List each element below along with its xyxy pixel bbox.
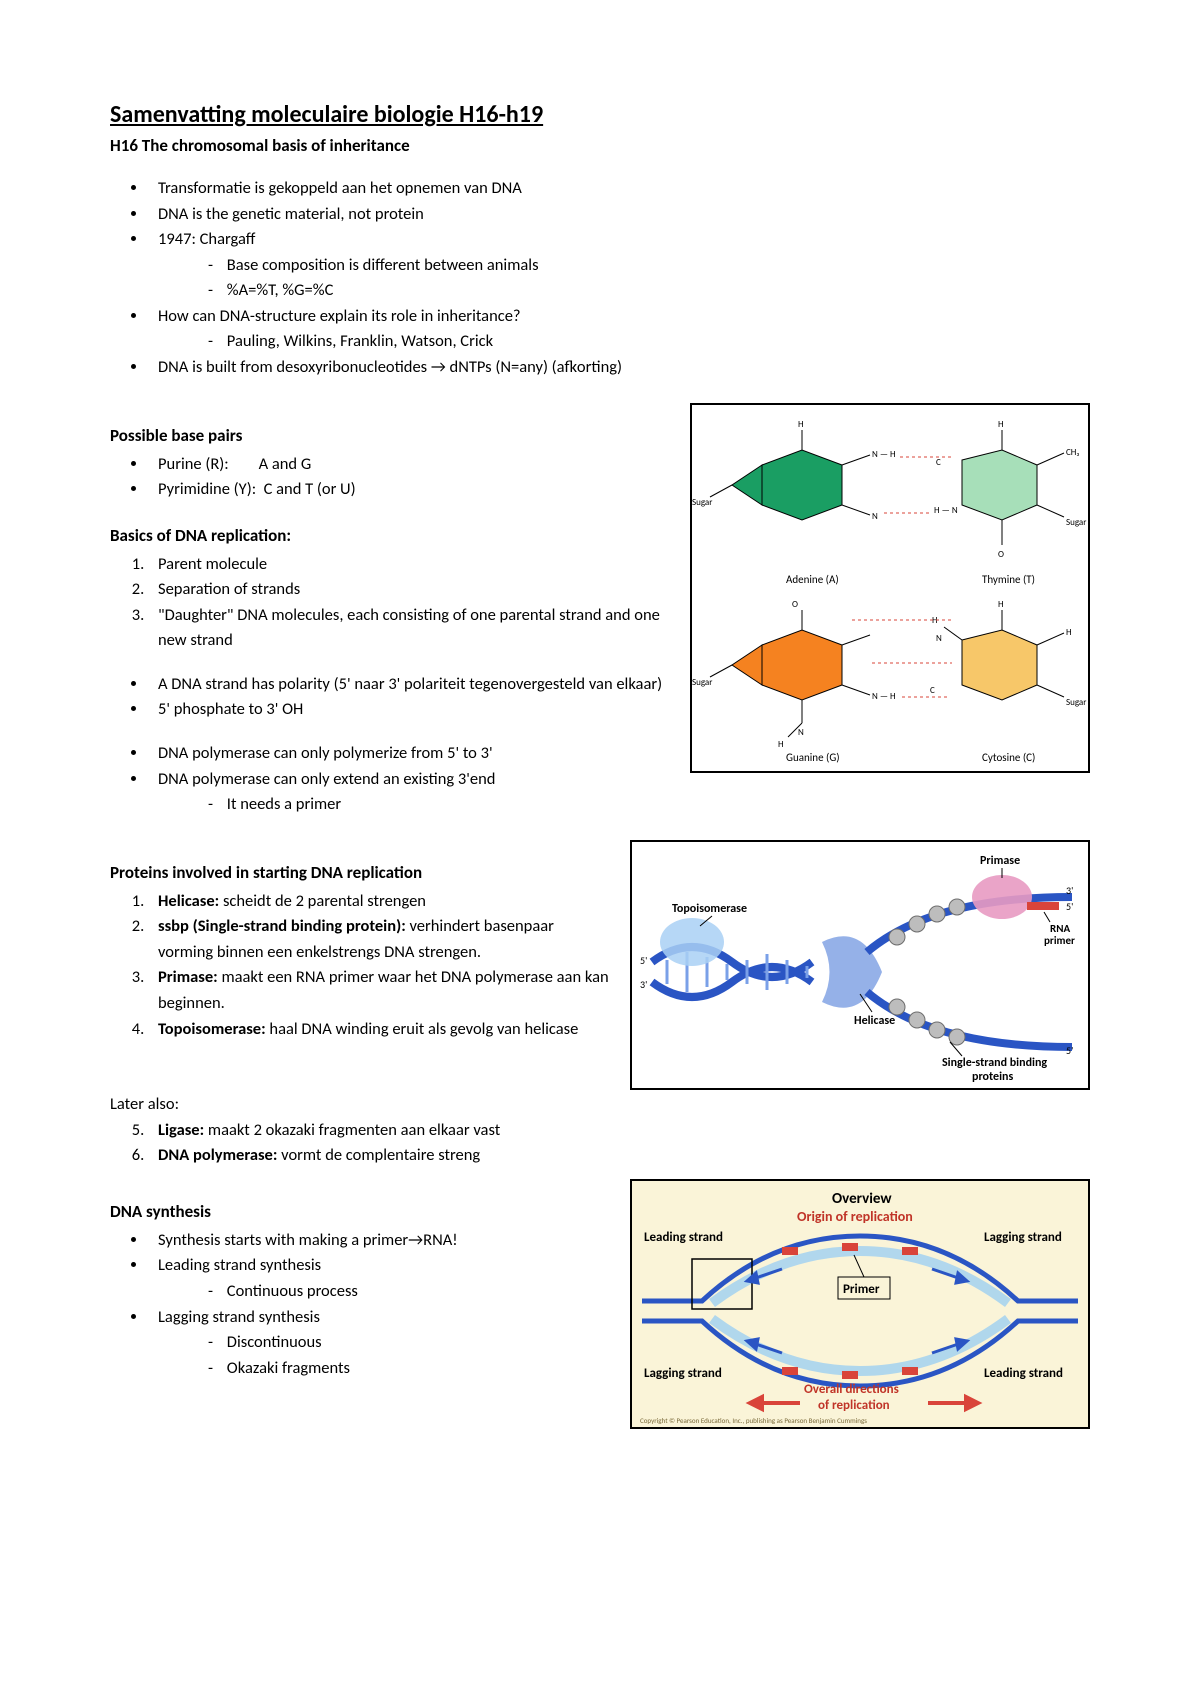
svg-text:N: N <box>936 633 942 644</box>
svg-text:Primase: Primase <box>980 854 1020 868</box>
adenine-label: Adenine (A) <box>786 573 839 586</box>
svg-text:3': 3' <box>640 978 647 991</box>
svg-text:Overview: Overview <box>832 1190 892 1208</box>
svg-text:Lagging strand: Lagging strand <box>644 1366 722 1381</box>
pyrimidine-value: C and T (or U) <box>264 479 356 499</box>
svg-text:N: N <box>798 727 804 738</box>
list-item-text: How can DNA-structure explain its role i… <box>158 306 521 326</box>
svg-text:Leading strand: Leading strand <box>984 1366 1063 1381</box>
svg-text:O: O <box>792 599 798 610</box>
overview-svg: Overview Origin of replication <box>632 1181 1088 1427</box>
page-title: Samenvatting moleculaire biologie H16-h1… <box>110 100 1090 129</box>
svg-text:Lagging strand: Lagging strand <box>984 1230 1062 1245</box>
sub-item: %A=%T, %G=%C <box>208 278 1090 304</box>
list-item: Primase: maakt een RNA primer waar het D… <box>148 965 610 1016</box>
svg-text:Sugar: Sugar <box>692 677 712 688</box>
svg-text:N — H: N — H <box>872 691 896 702</box>
page-subtitle: H16 The chromosomal basis of inheritance <box>110 135 1090 156</box>
svg-text:of replication: of replication <box>818 1398 890 1413</box>
svg-text:C: C <box>930 685 935 696</box>
list-item: How can DNA-structure explain its role i… <box>148 304 1090 355</box>
svg-text:H: H <box>798 419 804 430</box>
list-item: Helicase: scheidt de 2 parental strengen <box>148 889 610 915</box>
intro-list: Transformatie is gekoppeld aan het opnem… <box>148 176 1090 381</box>
svg-text:Single-strand binding: Single-strand binding <box>942 1056 1047 1070</box>
list-item: ssbp (Single-strand binding protein): ve… <box>148 914 610 965</box>
sub-item: Continuous process <box>208 1279 610 1305</box>
list-item: Transformatie is gekoppeld aan het opnem… <box>148 176 1090 202</box>
svg-text:N — H: N — H <box>872 449 896 460</box>
list-item: DNA polymerase can only extend an existi… <box>148 767 670 818</box>
purine-value: A and G <box>259 454 312 474</box>
list-item: DNA polymerase: vormt de complentaire st… <box>148 1143 1090 1169</box>
sub-item: It needs a primer <box>208 792 670 818</box>
list-item: A DNA strand has polarity (5' naar 3' po… <box>148 672 670 698</box>
later-also-label: Later also: <box>110 1094 1090 1114</box>
svg-text:Helicase: Helicase <box>854 1014 895 1028</box>
list-item: Ligase: maakt 2 okazaki fragmenten aan e… <box>148 1118 1090 1144</box>
list-item-text: DNA polymerase can only extend an existi… <box>158 769 495 789</box>
basepair-svg: Sugar H N — H N H CH₃ Sugar O C H — N <box>692 405 1092 775</box>
svg-text:Origin of replication: Origin of replication <box>797 1208 913 1225</box>
sub-item: Okazaki fragments <box>208 1356 610 1382</box>
list-item: Leading strand synthesis Continuous proc… <box>148 1253 610 1304</box>
list-item: Topoisomerase: haal DNA winding eruit al… <box>148 1017 610 1043</box>
sub-item: Discontinuous <box>208 1330 610 1356</box>
svg-text:5': 5' <box>1066 1044 1073 1057</box>
svg-text:Leading strand: Leading strand <box>644 1230 723 1245</box>
svg-text:H: H <box>998 419 1004 430</box>
svg-text:Topoisomerase: Topoisomerase <box>672 902 747 916</box>
sub-item: Base composition is different between an… <box>208 253 1090 279</box>
list-item: Lagging strand synthesis Discontinuous O… <box>148 1305 610 1382</box>
list-item-text: Leading strand synthesis <box>158 1255 321 1275</box>
svg-text:H: H <box>778 739 784 750</box>
list-item: DNA is built from desoxyribonucleotides … <box>148 355 1090 381</box>
svg-text:3': 3' <box>1066 884 1073 897</box>
thymine-label: Thymine (T) <box>982 573 1035 586</box>
svg-text:H: H <box>1066 627 1072 638</box>
sub-item: Pauling, Wilkins, Franklin, Watson, Cric… <box>208 329 1090 355</box>
overview-diagram: Overview Origin of replication <box>630 1179 1090 1429</box>
svg-text:5': 5' <box>1066 900 1073 913</box>
svg-text:Sugar: Sugar <box>1066 697 1086 708</box>
section-heading: Possible base pairs <box>110 425 670 446</box>
svg-text:C: C <box>936 457 941 468</box>
list-item: "Daughter" DNA molecules, each consistin… <box>148 603 670 654</box>
svg-text:Overall directions: Overall directions <box>804 1382 899 1397</box>
fork-svg: Primase Topoisomerase Helicase Single-st… <box>632 842 1092 1092</box>
svg-text:H — N: H — N <box>934 505 958 516</box>
guanine-label: Guanine (G) <box>786 751 840 764</box>
list-item: Purine (R): A and G <box>148 452 670 478</box>
list-item-text: 1947: Chargaff <box>158 229 255 249</box>
svg-text:Sugar: Sugar <box>692 497 712 508</box>
svg-text:5': 5' <box>640 954 647 967</box>
pyrimidine-label: Pyrimidine (Y): <box>158 479 256 499</box>
list-item: Parent molecule <box>148 552 670 578</box>
svg-text:CH₃: CH₃ <box>1066 447 1079 458</box>
svg-text:proteins: proteins <box>972 1070 1013 1084</box>
svg-text:N: N <box>872 511 878 522</box>
section-heading: Basics of DNA replication: <box>110 525 670 546</box>
list-item-text: Lagging strand synthesis <box>158 1307 320 1327</box>
svg-text:Primer: Primer <box>843 1282 880 1297</box>
svg-text:primer: primer <box>1044 934 1075 947</box>
purine-label: Purine (R): <box>158 454 229 474</box>
list-item: Synthesis starts with making a primer→RN… <box>148 1228 610 1254</box>
list-item: DNA is the genetic material, not protein <box>148 202 1090 228</box>
basepair-diagram: Sugar H N — H N H CH₃ Sugar O C H — N <box>690 403 1090 773</box>
list-item: Separation of strands <box>148 577 670 603</box>
list-item: DNA polymerase can only polymerize from … <box>148 741 670 767</box>
list-item: Pyrimidine (Y): C and T (or U) <box>148 477 670 503</box>
list-item: 1947: Chargaff Base composition is diffe… <box>148 227 1090 304</box>
section-heading: Proteins involved in starting DNA replic… <box>110 862 610 883</box>
svg-text:H: H <box>998 599 1004 610</box>
list-item: 5' phosphate to 3' OH <box>148 697 670 723</box>
replication-fork-diagram: Primase Topoisomerase Helicase Single-st… <box>630 840 1090 1090</box>
section-heading: DNA synthesis <box>110 1201 610 1222</box>
svg-text:Copyright © Pearson Education,: Copyright © Pearson Education, Inc., pub… <box>640 1416 867 1425</box>
cytosine-label: Cytosine (C) <box>982 751 1035 764</box>
svg-text:Sugar: Sugar <box>1066 517 1086 528</box>
svg-text:O: O <box>998 549 1004 560</box>
